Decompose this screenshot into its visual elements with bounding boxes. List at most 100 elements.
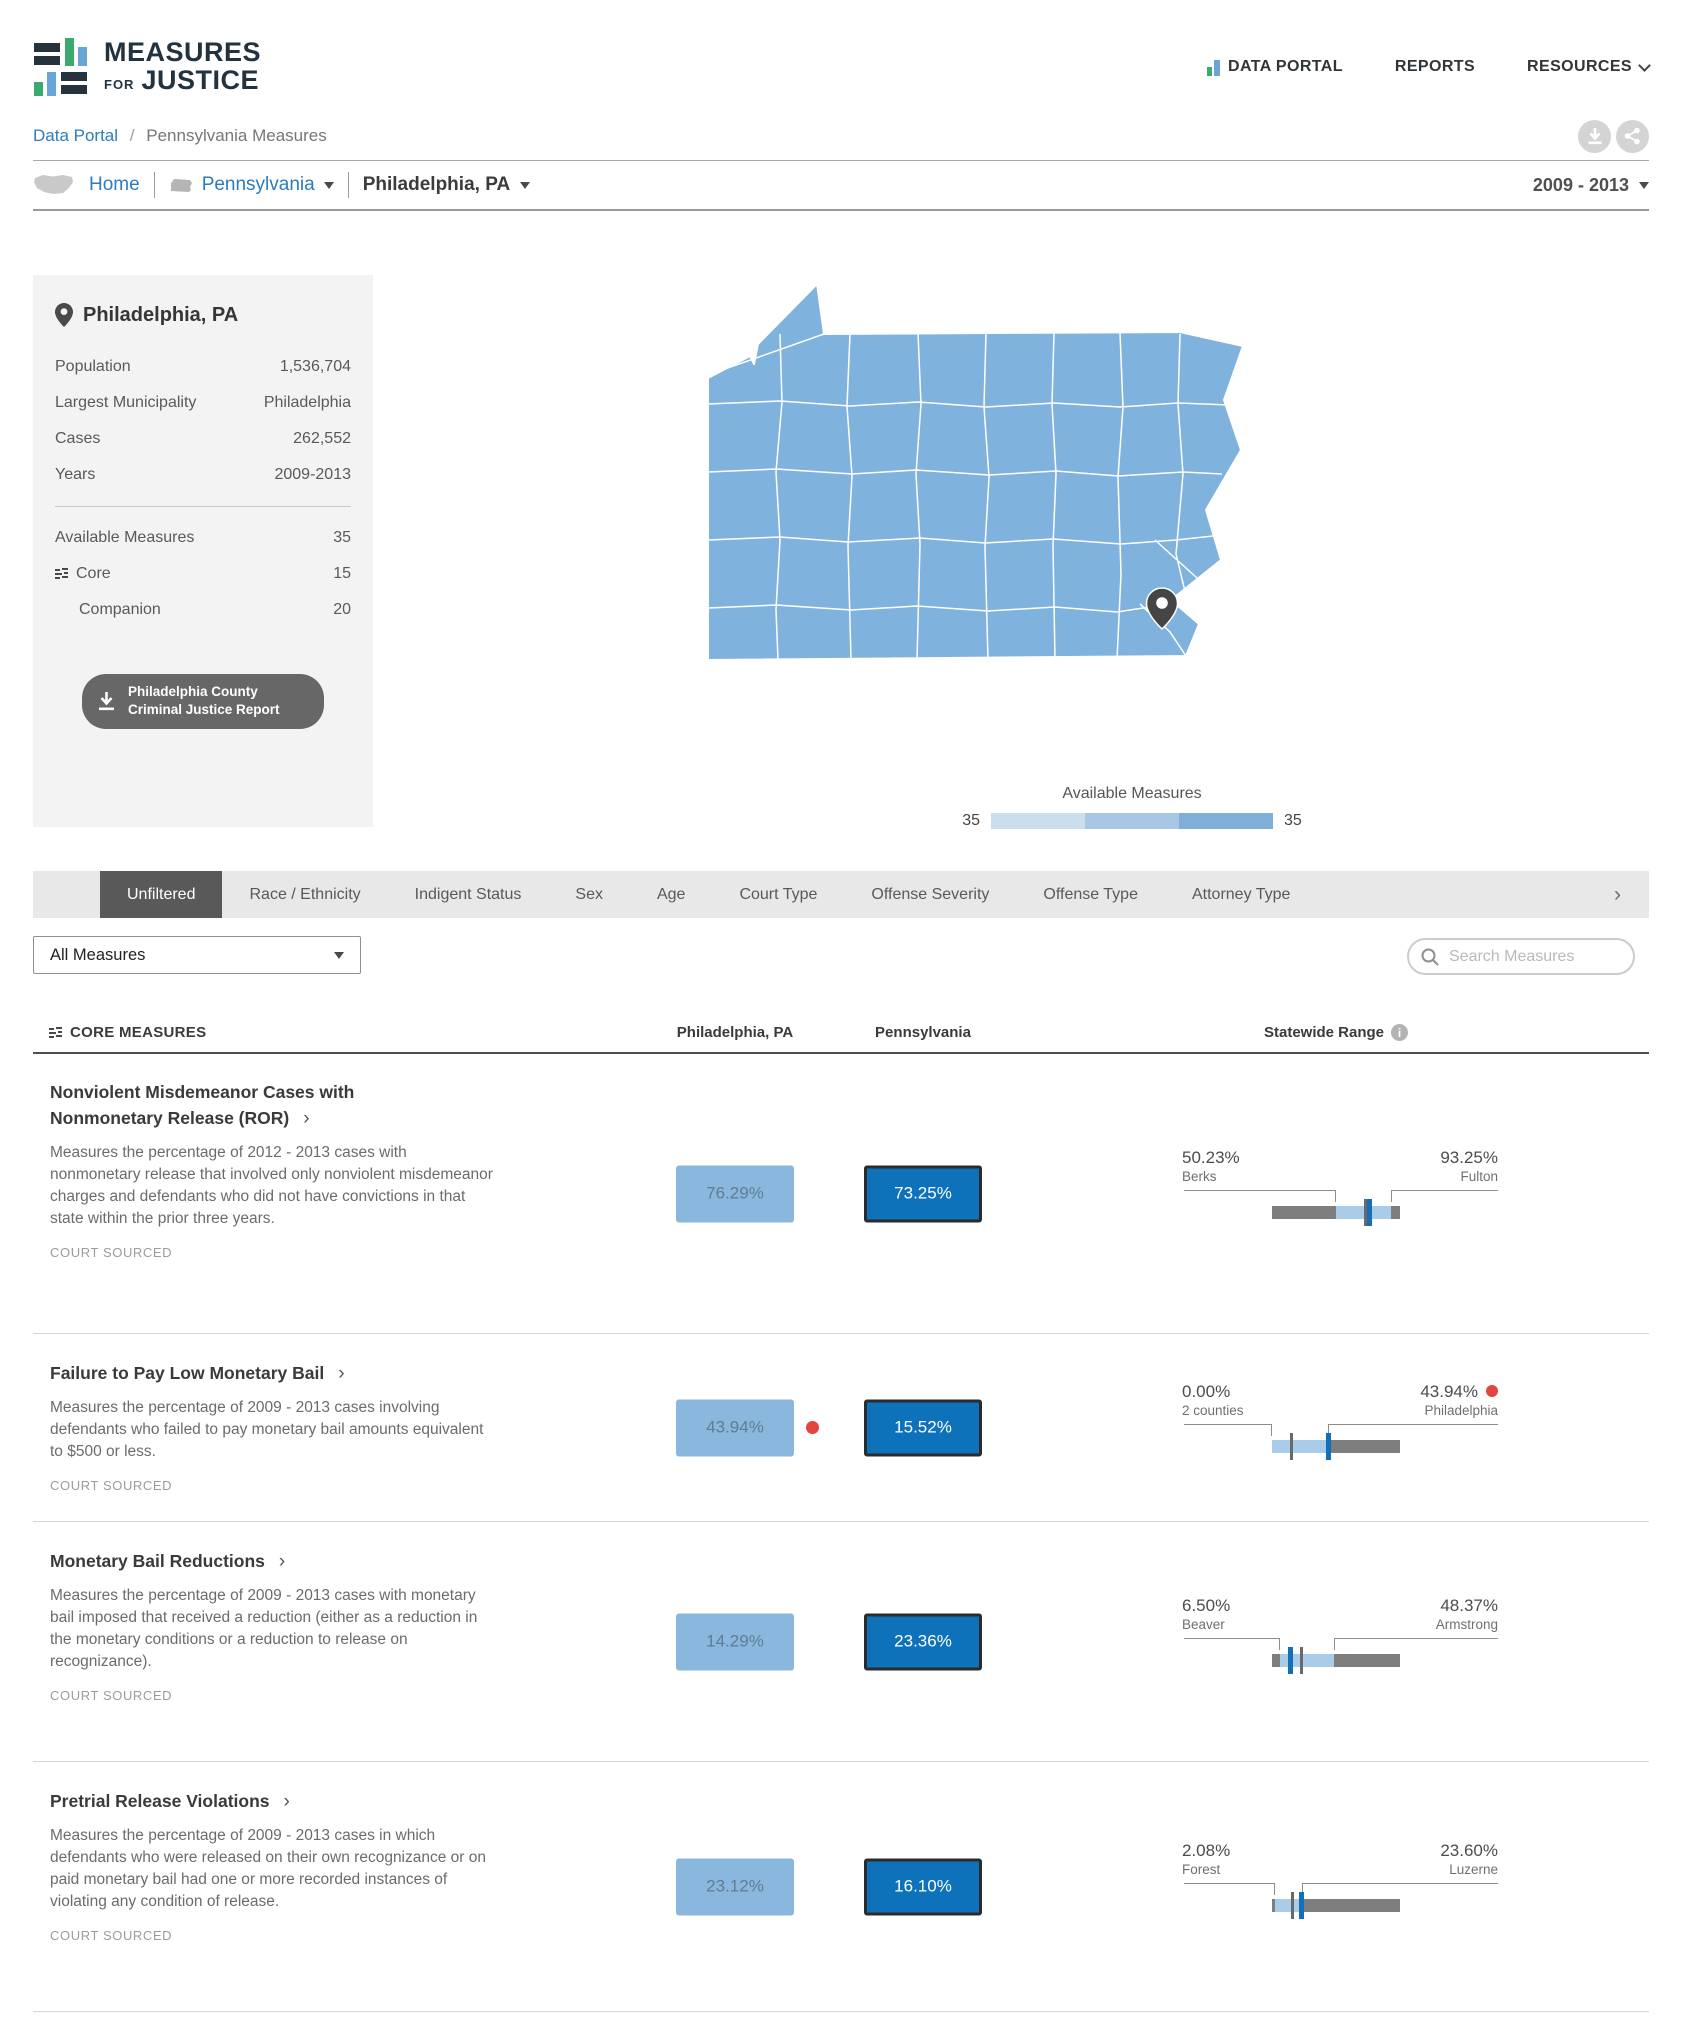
divider bbox=[153, 172, 155, 198]
col-state: Pennsylvania bbox=[875, 1024, 971, 1041]
pennsylvania-county-map[interactable] bbox=[700, 273, 1250, 675]
county-value-tick bbox=[1287, 1646, 1293, 1674]
filter-tab-bar: Unfiltered Race / Ethnicity Indigent Sta… bbox=[33, 871, 1649, 918]
measures-filter-dropdown[interactable]: All Measures bbox=[33, 936, 361, 974]
legend-max: 35 bbox=[1284, 812, 1302, 829]
share-button[interactable] bbox=[1616, 119, 1649, 153]
year-range-selector[interactable]: 2009 - 2013 bbox=[1533, 175, 1649, 196]
state-value-tick bbox=[1364, 1198, 1368, 1226]
range-max-label: 43.94% Philadelphia bbox=[1420, 1381, 1498, 1418]
range-fill bbox=[1280, 1653, 1334, 1667]
breadcrumb-link-data-portal[interactable]: Data Portal bbox=[33, 126, 119, 145]
flag-dot bbox=[806, 1421, 819, 1434]
stat-row: Years 2009-2013 bbox=[55, 466, 351, 483]
state-selector[interactable]: Pennsylvania bbox=[169, 174, 334, 196]
tab-unfiltered[interactable]: Unfiltered bbox=[100, 871, 223, 918]
nav-item-data-portal[interactable]: DATA PORTAL bbox=[1206, 58, 1343, 76]
county-value-tick bbox=[1325, 1432, 1331, 1460]
measure-description: Measures the percentage of 2009 - 2013 c… bbox=[50, 1826, 486, 1910]
tab-sex[interactable]: Sex bbox=[575, 885, 603, 903]
divider bbox=[55, 506, 351, 507]
county-value-box[interactable]: 14.29% bbox=[676, 1613, 794, 1670]
state-value-box[interactable]: 73.25% bbox=[864, 1165, 982, 1222]
measure-title-link[interactable]: Pretrial Release Violations › bbox=[50, 1791, 290, 1812]
tab-indigent-status[interactable]: Indigent Status bbox=[414, 885, 522, 903]
home-link[interactable]: Home bbox=[89, 174, 140, 195]
tab-offense-type[interactable]: Offense Type bbox=[1043, 885, 1138, 903]
available-measures-row: Available Measures 35 bbox=[55, 529, 351, 546]
search-box[interactable] bbox=[1407, 938, 1635, 975]
range-fill bbox=[1336, 1205, 1392, 1219]
nav-item-reports[interactable]: REPORTS bbox=[1394, 58, 1476, 75]
info-icon[interactable]: i bbox=[1391, 1024, 1409, 1041]
county-report-download-button[interactable]: Philadelphia County Criminal Justice Repo… bbox=[82, 674, 324, 730]
measures-list: Nonviolent Misdemeanor Cases with Nonmon… bbox=[33, 1054, 1649, 2012]
range-bar bbox=[1272, 1432, 1400, 1460]
range-fill bbox=[1272, 1439, 1329, 1453]
legend-gradient-bar bbox=[991, 813, 1273, 829]
core-measures-icon bbox=[55, 568, 68, 579]
measure-source-label: COURT SOURCED bbox=[50, 1477, 173, 1493]
location-pin-icon bbox=[55, 303, 73, 327]
range-bracket-max bbox=[1328, 1423, 1498, 1436]
caret-down-icon bbox=[323, 182, 334, 194]
state-value-box[interactable]: 23.36% bbox=[864, 1613, 982, 1670]
philadelphia-pin[interactable] bbox=[1145, 587, 1179, 631]
download-icon bbox=[1588, 127, 1601, 144]
measure-row: Pretrial Release Violations › Measures th… bbox=[33, 1762, 1649, 2012]
breadcrumb-divider-line bbox=[33, 160, 1649, 161]
measure-title-link[interactable]: Monetary Bail Reductions › bbox=[50, 1551, 286, 1572]
nav-item-resources[interactable]: RESOURCES bbox=[1527, 58, 1651, 76]
tabs-overflow-chevron[interactable]: › bbox=[1614, 882, 1621, 906]
tab-court-type[interactable]: Court Type bbox=[739, 885, 818, 903]
caret-down-icon bbox=[520, 182, 531, 194]
chevron-right-icon: › bbox=[278, 1551, 286, 1572]
range-bar bbox=[1272, 1646, 1400, 1674]
caret-down-icon bbox=[334, 952, 344, 964]
state-value-tick bbox=[1300, 1646, 1304, 1674]
brand-bars-icon bbox=[34, 38, 87, 96]
county-value-box[interactable]: 43.94% bbox=[676, 1399, 819, 1456]
range-max-label: 23.60% Luzerne bbox=[1440, 1840, 1498, 1877]
county-value-tick bbox=[1367, 1198, 1373, 1226]
chevron-down-icon bbox=[1638, 58, 1651, 72]
search-input[interactable] bbox=[1447, 946, 1607, 967]
breadcrumb-divider: / bbox=[129, 126, 135, 145]
stat-row: Largest Municipality Philadelphia bbox=[55, 394, 351, 411]
download-page-button[interactable] bbox=[1578, 119, 1611, 153]
list-controls: All Measures bbox=[33, 936, 1649, 976]
state-value-box[interactable]: 16.10% bbox=[864, 1858, 982, 1915]
county-value-tick bbox=[1299, 1891, 1305, 1919]
tab-age[interactable]: Age bbox=[656, 885, 686, 903]
statewide-range-chart: 50.23% Berks 93.25% Fulton bbox=[1182, 1148, 1514, 1240]
range-bracket-min bbox=[1184, 1882, 1275, 1895]
tab-attorney-type[interactable]: Attorney Type bbox=[1191, 885, 1291, 903]
tab-offense-severity[interactable]: Offense Severity bbox=[871, 885, 990, 903]
tab-race-ethnicity[interactable]: Race / Ethnicity bbox=[249, 885, 361, 903]
core-measures-row: Core 15 bbox=[55, 556, 351, 592]
measure-title-link[interactable]: Nonviolent Misdemeanor Cases with Nonmon… bbox=[50, 1082, 355, 1130]
county-selector[interactable]: Philadelphia, PA bbox=[363, 174, 531, 196]
range-bar bbox=[1272, 1891, 1400, 1919]
download-icon bbox=[99, 691, 114, 710]
bar-chart-icon bbox=[1206, 59, 1220, 76]
range-bracket-max bbox=[1333, 1637, 1498, 1650]
core-measures-icon bbox=[49, 1026, 62, 1038]
chevron-right-icon: › bbox=[338, 1363, 345, 1384]
state-value-box[interactable]: 15.52% bbox=[864, 1399, 982, 1456]
measure-row: Monetary Bail Reductions › Measures the p… bbox=[33, 1522, 1649, 1762]
brand-logo[interactable]: MEASURES FOR JUSTICE bbox=[33, 38, 261, 96]
range-bar bbox=[1272, 1198, 1400, 1226]
location-bar: Home Pennsylvania Philadelphia, PA 2009 … bbox=[33, 161, 1649, 211]
state-value-tick bbox=[1291, 1891, 1295, 1919]
us-map-icon bbox=[34, 175, 73, 194]
search-icon bbox=[1421, 948, 1439, 966]
stat-row: Cases 262,552 bbox=[55, 430, 351, 447]
col-core-measures: CORE MEASURES bbox=[70, 1024, 207, 1041]
measure-source-label: COURT SOURCED bbox=[50, 1927, 173, 1943]
col-county: Philadelphia, PA bbox=[676, 1024, 794, 1041]
app-header: MEASURES FOR JUSTICE DATA PORTAL REPORTS … bbox=[33, 28, 1651, 106]
county-value-box[interactable]: 76.29% bbox=[676, 1165, 794, 1222]
measure-title-link[interactable]: Failure to Pay Low Monetary Bail › bbox=[50, 1363, 345, 1384]
county-value-box[interactable]: 23.12% bbox=[676, 1858, 794, 1915]
